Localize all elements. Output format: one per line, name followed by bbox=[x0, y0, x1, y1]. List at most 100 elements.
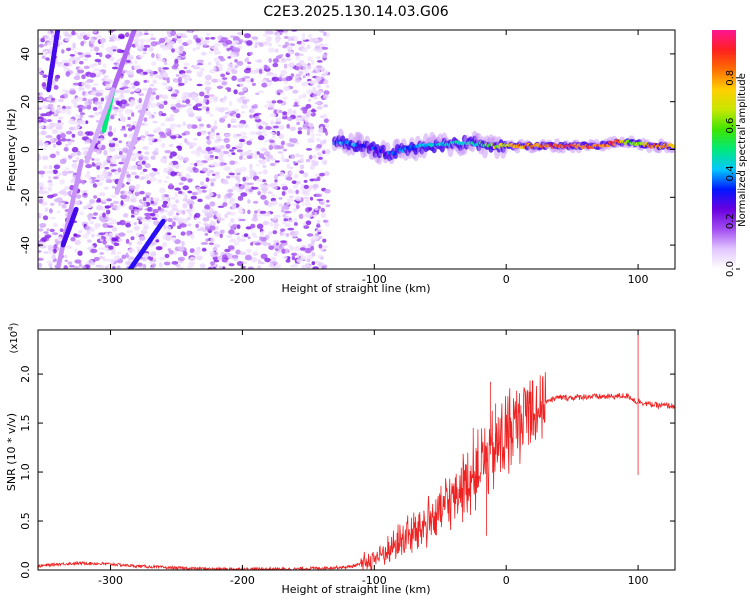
noise-cell bbox=[164, 74, 169, 79]
noise-cell bbox=[201, 248, 207, 252]
noise-cell bbox=[170, 30, 177, 36]
noise-cell bbox=[229, 149, 235, 152]
band-halo bbox=[514, 146, 521, 154]
noise-cell bbox=[102, 171, 109, 177]
noise-cell bbox=[291, 255, 296, 261]
streak-cell bbox=[110, 87, 116, 93]
noise-cell bbox=[312, 266, 319, 269]
noise-cell bbox=[242, 176, 246, 182]
colorbar-tick-label: 0.4 bbox=[725, 165, 736, 181]
noise-cell bbox=[203, 43, 208, 47]
noise-cell bbox=[148, 114, 153, 120]
noise-cell bbox=[287, 198, 294, 202]
noise-cell bbox=[91, 178, 96, 184]
y-tick-label: 0.5 bbox=[19, 512, 32, 530]
spectrogram-heatmap bbox=[38, 30, 675, 269]
noise-cell bbox=[47, 244, 54, 248]
noise-cell bbox=[53, 111, 58, 116]
noise-cell bbox=[251, 232, 256, 237]
noise-cell bbox=[272, 265, 280, 269]
noise-cell bbox=[210, 254, 217, 258]
noise-cell bbox=[210, 45, 217, 50]
noise-cell bbox=[248, 169, 255, 174]
noise-cell bbox=[125, 238, 130, 244]
noise-cell bbox=[268, 102, 275, 108]
noise-cell bbox=[47, 194, 54, 199]
noise-cell bbox=[182, 203, 188, 209]
noise-cell bbox=[142, 223, 149, 227]
noise-cell bbox=[197, 145, 202, 152]
noise-cell bbox=[77, 130, 84, 137]
noise-cell bbox=[52, 193, 58, 197]
noise-cell bbox=[109, 166, 114, 169]
noise-cell bbox=[118, 232, 126, 237]
noise-cell bbox=[276, 130, 281, 137]
noise-cell bbox=[170, 96, 177, 100]
noise-cell bbox=[179, 223, 187, 228]
x-tick-label: -300 bbox=[98, 574, 123, 587]
noise-cell bbox=[178, 45, 184, 52]
noise-cell bbox=[163, 224, 167, 230]
noise-cell bbox=[279, 109, 283, 114]
noise-cell bbox=[63, 265, 68, 269]
noise-cell bbox=[229, 112, 234, 117]
noise-cell bbox=[85, 164, 93, 169]
noise-cell bbox=[281, 58, 285, 61]
noise-cell bbox=[283, 203, 287, 210]
noise-cell bbox=[232, 133, 238, 139]
noise-cell bbox=[278, 203, 284, 207]
noise-cell bbox=[57, 138, 62, 144]
noise-cell bbox=[306, 112, 311, 119]
noise-cell bbox=[142, 146, 149, 150]
noise-cell bbox=[323, 31, 327, 36]
noise-cell bbox=[287, 36, 292, 42]
noise-cell bbox=[268, 47, 275, 53]
noise-cell bbox=[199, 125, 204, 129]
noise-cell bbox=[68, 126, 76, 131]
noise-cell bbox=[155, 171, 160, 175]
noise-cell bbox=[260, 231, 265, 237]
noise-cell bbox=[316, 176, 321, 182]
noise-cell bbox=[285, 248, 289, 254]
noise-cell bbox=[306, 65, 312, 71]
noise-cell bbox=[130, 214, 135, 218]
noise-cell bbox=[115, 58, 120, 64]
noise-cell bbox=[47, 175, 52, 180]
noise-cell bbox=[135, 65, 142, 70]
noise-cell bbox=[300, 256, 307, 260]
noise-cell bbox=[83, 233, 89, 239]
noise-cell bbox=[120, 128, 126, 131]
svg-text:(x104): (x104) bbox=[7, 322, 20, 353]
noise-cell bbox=[233, 109, 240, 112]
noise-cell bbox=[280, 153, 285, 160]
noise-cell bbox=[82, 133, 87, 137]
noise-cell bbox=[204, 204, 211, 210]
noise-cell bbox=[66, 109, 72, 115]
noise-cell bbox=[118, 94, 125, 100]
noise-cell bbox=[260, 79, 267, 83]
streak-cell bbox=[147, 87, 153, 93]
noise-cell bbox=[86, 203, 92, 207]
noise-cell bbox=[316, 137, 321, 142]
noise-cell bbox=[285, 259, 291, 263]
noise-cell bbox=[249, 51, 253, 56]
noise-cell bbox=[169, 135, 177, 139]
noise-cell bbox=[86, 32, 91, 38]
noise-cell bbox=[75, 59, 79, 64]
noise-cell bbox=[206, 32, 211, 36]
noise-cell bbox=[273, 125, 280, 129]
noise-cell bbox=[178, 217, 185, 223]
noise-cell bbox=[44, 207, 49, 212]
noise-cell bbox=[221, 257, 228, 263]
noise-cell bbox=[205, 140, 213, 144]
noise-cell bbox=[268, 245, 275, 250]
noise-cell bbox=[182, 185, 189, 191]
noise-cell bbox=[80, 105, 88, 110]
noise-cell bbox=[282, 44, 287, 49]
noise-cell bbox=[135, 187, 139, 193]
noise-cell bbox=[199, 67, 205, 72]
noise-cell bbox=[227, 245, 235, 250]
noise-cell bbox=[221, 81, 228, 86]
noise-cell bbox=[39, 91, 43, 97]
noise-cell bbox=[312, 96, 318, 100]
